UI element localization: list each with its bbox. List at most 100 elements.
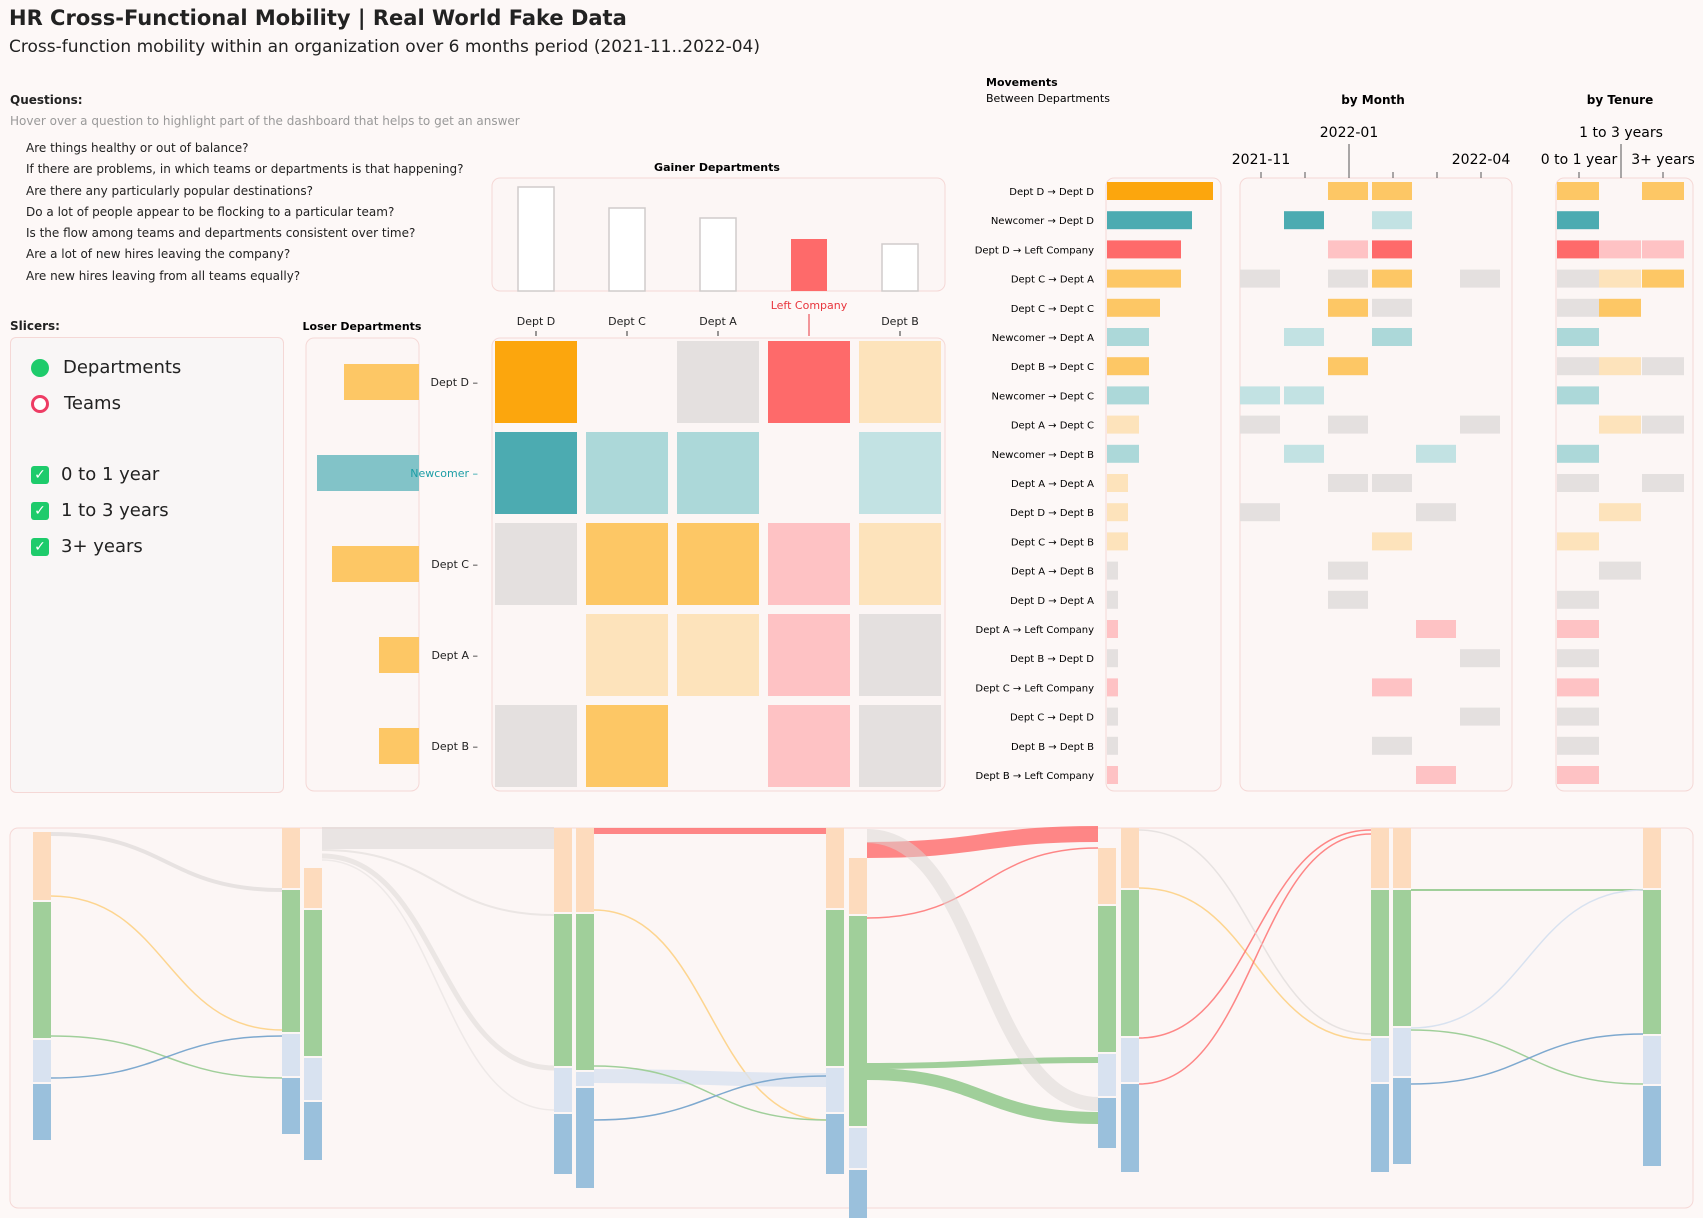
question-item[interactable]: Are there any particularly popular desti… — [26, 183, 314, 198]
sankey-node — [282, 890, 300, 1032]
tenure-cell — [1557, 736, 1599, 755]
month-cell — [1240, 269, 1280, 288]
tenure-cell — [1642, 182, 1684, 200]
matrix-cell — [586, 523, 668, 605]
sankey-node — [1643, 828, 1661, 888]
sankey-flow — [866, 1068, 1099, 1124]
sankey-node — [849, 858, 867, 914]
tenure-cell — [1557, 532, 1599, 551]
questions-hint: Hover over a question to highlight part … — [10, 114, 520, 128]
movement-label: Newcomer → Dept A — [992, 333, 1094, 344]
month-cell — [1416, 620, 1456, 638]
month-cell — [1372, 240, 1412, 259]
radio-teams[interactable]: Teams — [31, 393, 121, 414]
movement-bar — [1107, 474, 1128, 492]
sankey-flow — [593, 1065, 827, 1121]
sankey-node — [1371, 890, 1389, 1036]
month-cell — [1372, 269, 1412, 288]
page-subtitle: Cross-function mobility within an organi… — [9, 37, 760, 57]
matrix-cell — [495, 432, 577, 514]
tenure-cell — [1557, 474, 1599, 492]
sankey-node — [826, 1068, 844, 1112]
sankey-node — [554, 828, 572, 912]
tenure-cell — [1599, 415, 1641, 434]
movement-label: Dept C → Dept B — [1011, 537, 1094, 548]
matrix-cell — [859, 614, 941, 696]
sankey-node — [33, 832, 51, 900]
month-cell — [1284, 211, 1324, 230]
question-item[interactable]: Are things healthy or out of balance? — [26, 141, 249, 155]
matrix-col-label: Dept C — [608, 315, 646, 328]
movement-label: Dept D → Left Company — [975, 245, 1094, 256]
slicers-heading: Slicers: — [10, 319, 60, 333]
radio-departments-label: Departments — [63, 357, 182, 378]
sankey-node — [826, 1114, 844, 1174]
movement-label: Dept A → Left Company — [976, 625, 1095, 636]
by-month-title: by Month — [1341, 93, 1405, 107]
sankey-node — [1393, 890, 1411, 1026]
checkbox-tenure-3-plus-label: 3+ years — [61, 536, 143, 557]
sankey-flow — [321, 849, 555, 916]
month-cell — [1372, 474, 1412, 492]
question-item[interactable]: Is the flow among teams and departments … — [26, 226, 416, 241]
matrix-cell — [677, 614, 759, 696]
movement-bar — [1107, 240, 1181, 259]
sankey-node — [554, 1068, 572, 1112]
loser-title: Loser Departments — [303, 320, 422, 333]
sankey-flow — [50, 895, 283, 1031]
matrix-cell — [859, 705, 941, 787]
matrix-cell — [768, 705, 850, 787]
checkbox-tenure-0-1[interactable]: ✓ 0 to 1 year — [31, 464, 159, 485]
sankey-node — [1643, 890, 1661, 1034]
tenure-cell — [1557, 707, 1599, 726]
sankey-flow — [1138, 833, 1372, 1085]
tenure-tick-label: 3+ years — [1631, 152, 1695, 168]
sankey-node — [1393, 1028, 1411, 1076]
tenure-cell — [1557, 211, 1599, 230]
tenure-cell — [1599, 298, 1641, 317]
sankey-node — [304, 910, 322, 1056]
movement-bar — [1107, 561, 1118, 580]
question-item[interactable]: Do a lot of people appear to be flocking… — [26, 204, 395, 219]
sankey-node — [1643, 1086, 1661, 1166]
question-item[interactable]: If there are problems, in which teams or… — [26, 162, 464, 177]
radio-teams-label: Teams — [64, 393, 121, 414]
tenure-cell — [1599, 561, 1641, 580]
matrix-cell — [495, 341, 577, 423]
question-item[interactable]: Are a lot of new hires leaving the compa… — [26, 247, 291, 262]
loser-bar — [379, 637, 419, 673]
movement-bar — [1107, 328, 1149, 346]
month-cell — [1284, 328, 1324, 346]
sankey-flow — [866, 1057, 1099, 1069]
movement-bar — [1107, 386, 1149, 405]
sankey-flow — [866, 829, 1099, 1111]
tenure-cell — [1599, 357, 1641, 376]
month-cell — [1328, 561, 1368, 580]
sankey-node — [304, 1058, 322, 1100]
tenure-cell — [1642, 240, 1684, 259]
matrix-cell — [677, 523, 759, 605]
sankey-node — [304, 868, 322, 908]
movement-label: Dept A → Dept C — [1011, 421, 1094, 432]
checkbox-checked-icon: ✓ — [31, 537, 49, 556]
loser-bar — [379, 728, 419, 764]
month-cell — [1328, 357, 1368, 376]
radio-selected-icon — [31, 358, 49, 377]
checkbox-tenure-1-3[interactable]: ✓ 1 to 3 years — [31, 500, 169, 521]
month-cell — [1372, 328, 1412, 346]
tenure-cell — [1599, 503, 1641, 522]
matrix-cell — [677, 432, 759, 514]
checkbox-tenure-3-plus[interactable]: ✓ 3+ years — [31, 536, 143, 557]
matrix-cell — [495, 705, 577, 787]
month-cell — [1328, 182, 1368, 200]
sankey-flow — [321, 853, 555, 1071]
month-cell — [1460, 707, 1500, 726]
sankey-flow — [593, 1069, 827, 1087]
sankey-node — [849, 916, 867, 1126]
tenure-cell — [1599, 269, 1641, 288]
month-cell — [1240, 503, 1280, 522]
movement-label: Newcomer → Dept C — [992, 391, 1094, 402]
radio-departments[interactable]: Departments — [31, 357, 181, 378]
question-item[interactable]: Are new hires leaving from all teams equ… — [26, 268, 301, 283]
